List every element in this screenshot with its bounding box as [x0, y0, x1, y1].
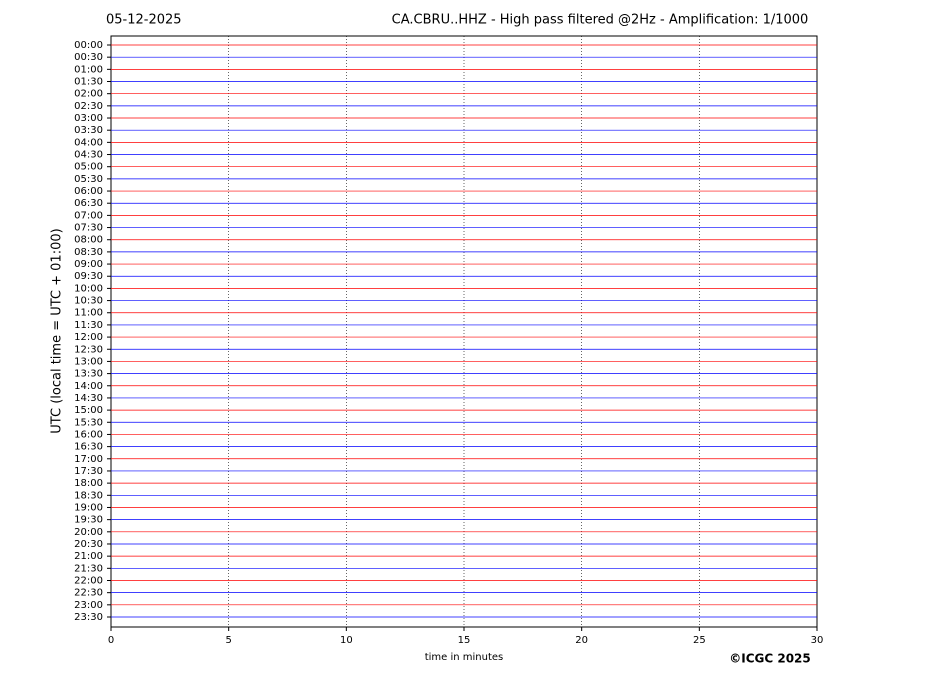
y-tick-label: 05:30 — [74, 174, 103, 185]
y-tick-label: 04:00 — [74, 137, 103, 148]
y-tick-label: 12:00 — [74, 332, 103, 343]
chart-date: 05-12-2025 — [106, 13, 182, 28]
y-tick-label: 03:30 — [74, 125, 103, 136]
x-tick-label: 10 — [340, 635, 353, 646]
y-tick-label: 02:00 — [74, 89, 103, 100]
y-tick-label: 18:30 — [74, 490, 103, 501]
y-tick-label: 06:00 — [74, 186, 103, 197]
y-tick-label: 23:30 — [74, 612, 103, 623]
y-tick-label: 08:00 — [74, 235, 103, 246]
y-tick-label: 12:30 — [74, 344, 103, 355]
y-tick-label: 14:00 — [74, 381, 103, 392]
x-tick-label: 30 — [811, 635, 824, 646]
x-tick-label: 15 — [458, 635, 471, 646]
y-tick-label: 23:00 — [74, 600, 103, 611]
y-tick-label: 04:30 — [74, 150, 103, 161]
y-tick-label: 20:30 — [74, 539, 103, 550]
y-tick-label: 18:00 — [74, 478, 103, 489]
y-tick-label: 15:00 — [74, 405, 103, 416]
y-tick-label: 11:00 — [74, 308, 103, 319]
y-tick-label: 00:00 — [74, 40, 103, 51]
y-tick-label: 01:30 — [74, 77, 103, 88]
y-tick-label: 13:30 — [74, 369, 103, 380]
y-tick-label: 09:00 — [74, 259, 103, 270]
y-tick-label: 14:30 — [74, 393, 103, 404]
x-tick-label: 0 — [108, 635, 114, 646]
x-tick-label: 5 — [225, 635, 231, 646]
y-tick-label: 02:30 — [74, 101, 103, 112]
y-tick-label: 21:30 — [74, 563, 103, 574]
y-tick-label: 13:00 — [74, 356, 103, 367]
y-tick-label: 07:00 — [74, 210, 103, 221]
y-tick-label: 08:30 — [74, 247, 103, 258]
y-axis-label: UTC (local time = UTC + 01:00) — [50, 228, 65, 433]
y-tick-label: 22:00 — [74, 575, 103, 586]
y-tick-label: 22:30 — [74, 588, 103, 599]
y-tick-label: 07:30 — [74, 223, 103, 234]
y-tick-label: 15:30 — [74, 417, 103, 428]
x-tick-label: 20 — [575, 635, 588, 646]
y-tick-label: 21:00 — [74, 551, 103, 562]
y-tick-label: 16:00 — [74, 429, 103, 440]
y-tick-label: 16:30 — [74, 442, 103, 453]
y-tick-label: 06:30 — [74, 198, 103, 209]
y-tick-label: 03:00 — [74, 113, 103, 124]
y-tick-label: 00:30 — [74, 52, 103, 63]
y-tick-label: 11:30 — [74, 320, 103, 331]
chart-title: CA.CBRU..HHZ - High pass filtered @2Hz -… — [392, 13, 809, 28]
copyright: ©ICGC 2025 — [729, 652, 811, 666]
y-tick-label: 19:30 — [74, 515, 103, 526]
x-tick-label: 25 — [693, 635, 706, 646]
y-tick-label: 09:30 — [74, 271, 103, 282]
y-tick-label: 10:00 — [74, 283, 103, 294]
y-tick-label: 10:30 — [74, 296, 103, 307]
y-tick-label: 20:00 — [74, 527, 103, 538]
y-tick-label: 17:30 — [74, 466, 103, 477]
plot-frame — [110, 35, 818, 628]
y-tick-label: 19:00 — [74, 502, 103, 513]
y-tick-label: 17:00 — [74, 454, 103, 465]
x-axis-label: time in minutes — [425, 652, 504, 663]
y-tick-label: 01:00 — [74, 64, 103, 75]
y-tick-label: 05:00 — [74, 162, 103, 173]
